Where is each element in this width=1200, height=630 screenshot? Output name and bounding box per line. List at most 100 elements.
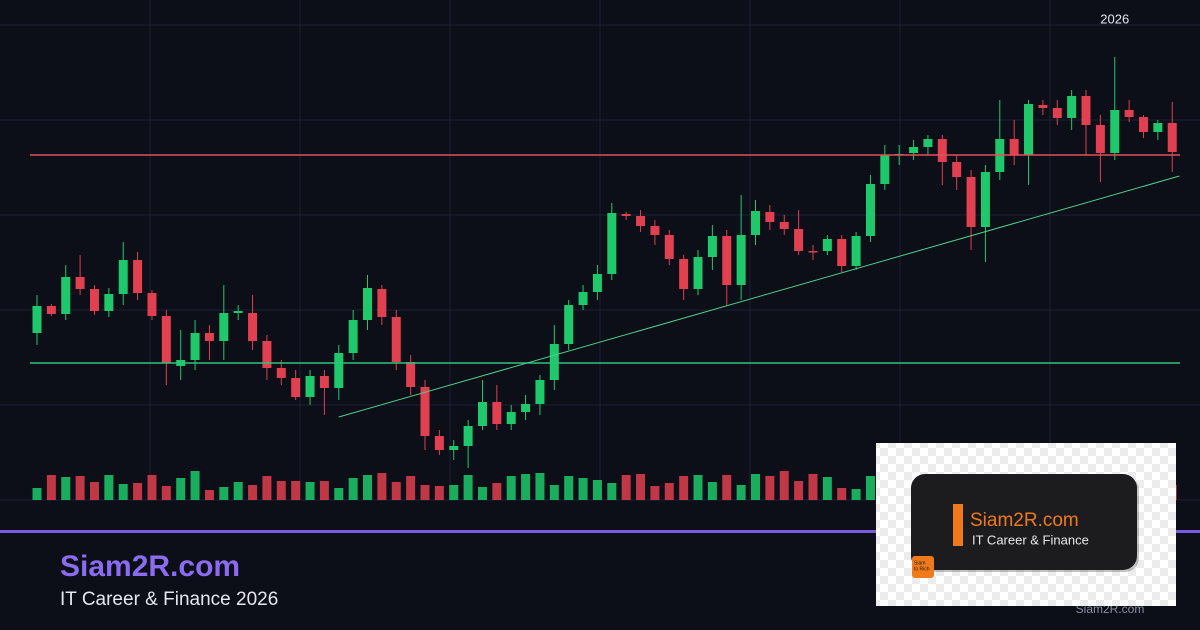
card-title: Siam2R.com	[970, 510, 1079, 531]
candle-body	[161, 316, 171, 363]
candle-body	[147, 293, 157, 316]
volume-bar	[564, 476, 574, 500]
candle-body	[1052, 108, 1062, 118]
candle-body	[1110, 110, 1120, 153]
candle-body	[578, 292, 588, 305]
volume-bar	[291, 481, 301, 500]
volume-bar	[147, 475, 157, 500]
volume-bar	[693, 475, 703, 500]
candle-body	[636, 216, 646, 226]
candle-body	[434, 436, 444, 450]
candle-body	[406, 362, 416, 387]
candle-body	[822, 239, 832, 251]
candle-body	[592, 274, 602, 292]
icon-text: Siam	[914, 560, 925, 566]
candle-body	[736, 235, 746, 285]
volume-bar	[865, 476, 875, 500]
volume-bar	[133, 483, 143, 500]
candle-body	[276, 368, 286, 378]
icon	[912, 556, 934, 578]
candle-body	[32, 306, 42, 333]
volume-bar	[420, 485, 430, 500]
candle-body	[751, 211, 760, 235]
volume-bar	[204, 490, 214, 500]
candle-body	[1138, 117, 1148, 132]
volume-bar	[621, 475, 631, 500]
volume-bar	[578, 478, 588, 500]
candle-body	[1081, 96, 1091, 125]
volume-bar	[535, 473, 545, 500]
candle-body	[1124, 110, 1134, 117]
card-panel	[911, 474, 1137, 570]
divider	[0, 530, 1200, 533]
candle-body	[650, 226, 660, 235]
volume-bar	[248, 485, 258, 500]
volume-bar	[736, 485, 746, 500]
volume-bar	[607, 483, 617, 500]
candle-body	[808, 251, 818, 253]
candle-body	[133, 260, 143, 293]
volume-bar	[32, 488, 42, 500]
candle-body	[75, 277, 85, 289]
volume-bar	[851, 489, 861, 500]
volume-bar	[391, 482, 401, 500]
volume-bar	[765, 476, 775, 500]
candle-body	[865, 184, 875, 236]
volume-bar	[650, 486, 660, 500]
volume-bar	[664, 483, 674, 500]
candle-body	[477, 402, 487, 426]
volume-bar	[751, 474, 760, 500]
candle-body	[909, 147, 919, 153]
volume-bar	[679, 476, 689, 500]
candle-body	[334, 353, 344, 388]
volume-bar	[549, 485, 559, 500]
volume-bar	[161, 486, 171, 500]
grid	[0, 0, 1200, 501]
volume-bar	[305, 482, 315, 500]
candle-body	[707, 236, 717, 257]
volume-bar	[449, 485, 459, 500]
card-subtitle: IT Career & Finance	[972, 532, 1089, 547]
candle-body	[664, 235, 674, 259]
volume-bar	[794, 481, 804, 500]
candle-body	[463, 426, 473, 446]
candle-body	[1167, 123, 1177, 152]
volume-bar	[118, 484, 128, 500]
candle-body	[722, 236, 732, 285]
volume-bar	[477, 487, 487, 500]
volume-bar	[521, 474, 531, 500]
candle-body	[449, 446, 459, 450]
volume-bar	[492, 483, 502, 500]
candle-body	[851, 236, 861, 266]
candle-body	[118, 260, 128, 294]
volume-bar	[434, 486, 444, 500]
candle-body	[966, 177, 976, 227]
candle-body	[262, 341, 272, 368]
candle-body	[693, 257, 703, 289]
volume-bar	[506, 476, 516, 500]
volume-bar	[406, 476, 416, 500]
candle-body	[1095, 125, 1105, 153]
candle-body	[621, 214, 631, 216]
candle-body	[204, 333, 214, 341]
volume-bar	[104, 475, 114, 500]
trendline	[338, 175, 1180, 418]
candle-body	[492, 402, 502, 424]
candle-body	[348, 320, 358, 353]
candle-body	[549, 344, 559, 380]
volume-bar	[61, 477, 71, 500]
brand-subtitle: IT Career & Finance 2026	[60, 589, 278, 610]
accent-bar	[953, 504, 963, 546]
volume-bar	[190, 471, 200, 500]
candle-body	[305, 376, 315, 397]
candle-body	[420, 387, 430, 436]
volume-bar	[707, 482, 717, 500]
candle-body	[1009, 139, 1019, 155]
candle-body	[391, 317, 401, 362]
candle-body	[679, 259, 689, 289]
candle-body	[291, 378, 301, 397]
candle-body	[837, 239, 847, 266]
candle-body	[923, 139, 933, 147]
logo-card: Siam2R.com IT Career & Finance Siam to R…	[876, 443, 1176, 606]
